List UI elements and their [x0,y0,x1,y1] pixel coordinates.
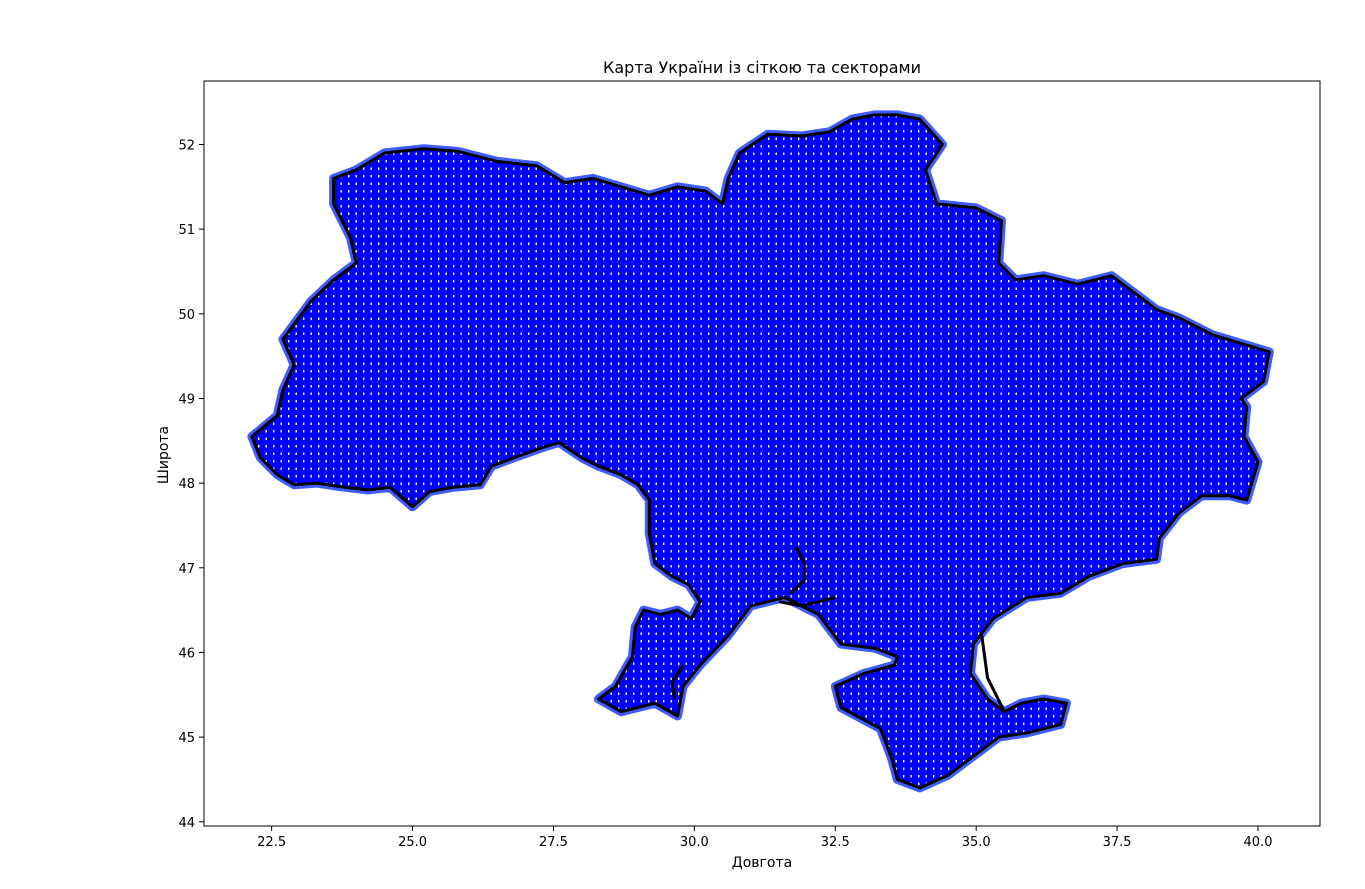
x-tick-label: 32.5 [821,835,850,850]
inner-border-line [789,545,806,595]
chart-title: Карта України із сіткою та секторами [603,58,921,77]
y-tick-label: 46 [178,646,195,661]
map-layer [247,110,1274,793]
y-axis-label: Широта [156,426,172,484]
x-tick-label: 30.0 [680,835,709,850]
x-tick-label: 27.5 [539,835,568,850]
y-axis: 44 45 46 47 48 49 50 51 52 [178,138,204,831]
inner-border-line [980,635,1006,713]
y-tick-label: 48 [178,477,195,492]
y-tick-label: 52 [178,138,195,153]
y-tick-label: 47 [178,562,195,577]
inner-border-line [670,664,685,700]
river-lines [670,545,1006,713]
x-tick-label: 35.0 [962,835,991,850]
x-axis: 22.5 25.0 27.5 30.0 32.5 35.0 37.5 40.0 [257,826,1272,850]
x-axis-label: Довгота [732,855,792,871]
inner-border-line [778,595,836,608]
x-tick-label: 25.0 [398,835,427,850]
y-tick-label: 50 [178,308,195,323]
y-tick-label: 51 [178,223,195,238]
x-tick-label: 37.5 [1103,835,1132,850]
plot-area-frame [203,80,1321,827]
y-tick-label: 44 [178,816,195,831]
y-tick-label: 49 [178,392,195,407]
country-polygon-grid [250,113,1271,790]
x-tick-label: 40.0 [1244,835,1273,850]
y-tick-label: 45 [178,731,195,746]
x-tick-label: 22.5 [257,835,286,850]
